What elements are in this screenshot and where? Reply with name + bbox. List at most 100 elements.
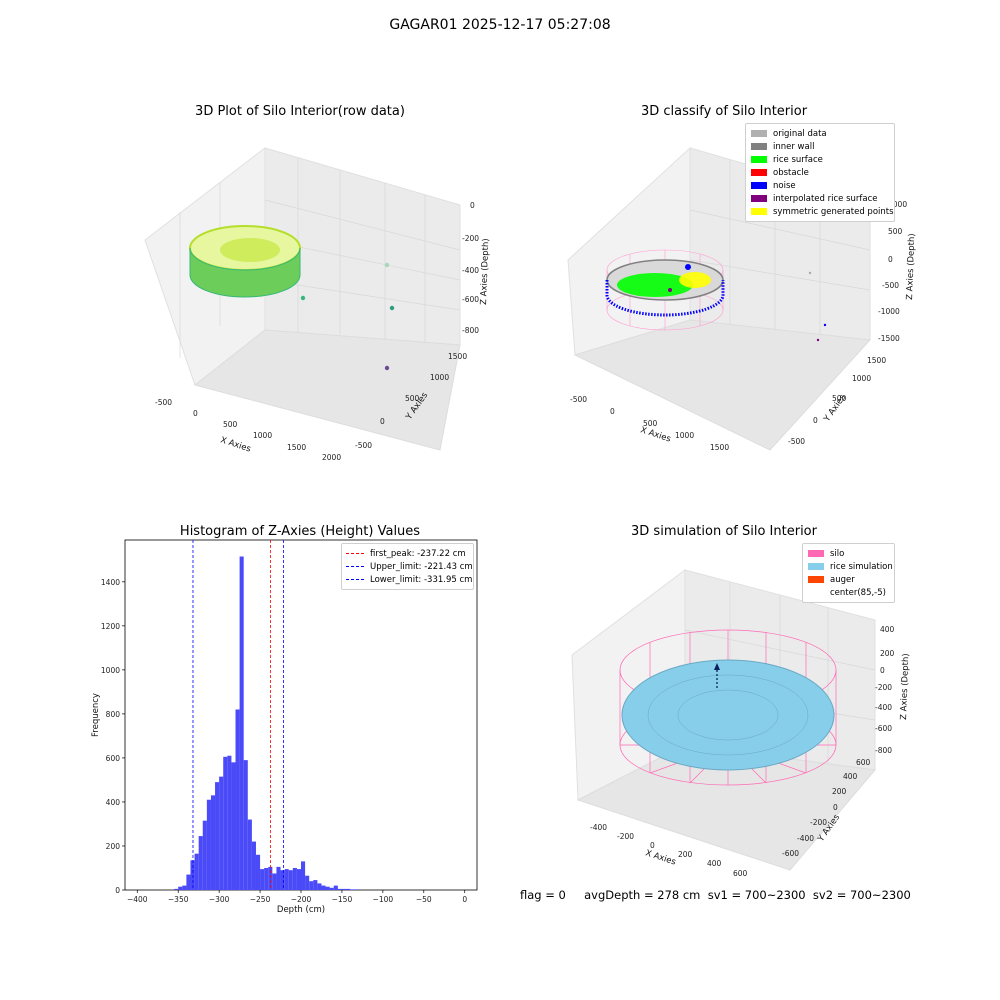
panel4-xtick: 400 — [707, 859, 722, 868]
histogram-bar — [215, 782, 220, 890]
panel4-legend: silo rice simulation auger center(85,-5) — [802, 543, 895, 603]
panel4-xlabel: X Axies — [644, 848, 677, 867]
histogram-bar — [346, 888, 351, 890]
legend-swatch — [751, 143, 767, 150]
histogram-bar — [219, 776, 224, 890]
legend-label: interpolated rice surface — [773, 193, 878, 204]
legend-item: Lower_limit: -331.95 cm — [346, 573, 472, 586]
panel2-legend: original data inner wall rice surface ob… — [745, 123, 895, 222]
histogram-ytick-label: 600 — [106, 754, 121, 763]
legend-label: inner wall — [773, 141, 815, 152]
histogram-bar — [292, 867, 297, 890]
histogram-legend: first_peak: -237.22 cm Upper_limit: -221… — [341, 543, 474, 590]
histogram-bar — [251, 841, 256, 890]
legend-label: silo — [830, 548, 845, 559]
legend-item: inner wall — [751, 140, 889, 153]
legend-label: Upper_limit: -221.43 cm — [370, 561, 473, 572]
panel2-rice-surface — [617, 273, 693, 297]
histogram-bar — [276, 866, 281, 890]
panel2-ytick: 0 — [813, 416, 818, 425]
histogram-bar — [255, 854, 261, 890]
legend-label: obstacle — [773, 167, 809, 178]
panel4-ytick: 0 — [833, 803, 838, 812]
panel1-xlabel: X Axies — [219, 435, 252, 454]
histogram-bar — [317, 883, 322, 890]
legend-item: noise — [751, 179, 889, 192]
histogram-ylabel: Frequency — [91, 693, 101, 737]
legend-label: rice simulation — [830, 561, 893, 572]
histogram-ytick-label: 1200 — [101, 622, 120, 631]
histogram-bar — [178, 886, 183, 890]
histogram-bar — [288, 870, 293, 890]
panel2-xtick: -500 — [570, 395, 587, 404]
panel4-ytick: -400 — [797, 834, 814, 843]
panel1-ztick: 0 — [470, 201, 475, 210]
histogram-bar — [354, 889, 359, 890]
panel1-title: 3D Plot of Silo Interior(row data) — [195, 104, 405, 119]
histogram-xtick-label: −100 — [373, 895, 394, 904]
histogram-bar — [206, 799, 211, 890]
panel1-outlier — [389, 305, 395, 311]
panel1-xtick: -500 — [155, 398, 172, 407]
histogram-bar — [284, 869, 289, 890]
legend-item: interpolated rice surface — [751, 192, 889, 205]
panel4-xtick: -400 — [590, 823, 607, 832]
panel2-ztick: 1000 — [888, 200, 907, 209]
panel2-symmetric-points — [679, 272, 711, 288]
histogram-bar — [305, 875, 310, 890]
panel1-zlabel: Z Axies (Depth) — [479, 238, 491, 305]
histogram-ytick-label: 400 — [106, 798, 121, 807]
histogram-bar — [321, 885, 326, 890]
legend-label: noise — [773, 180, 796, 191]
histogram-bar — [313, 880, 318, 890]
panel2-noise-ring — [605, 280, 725, 317]
legend-swatch — [751, 169, 767, 176]
panel1-pane-floor — [193, 329, 461, 451]
legend-label: symmetric generated points — [773, 206, 894, 217]
histogram-bar — [264, 867, 269, 890]
histogram-xtick-label: −200 — [291, 895, 312, 904]
histogram-bar — [243, 760, 248, 890]
panel1-ztick: -400 — [462, 266, 479, 275]
panel2-xlabel: X Axies — [639, 425, 672, 444]
panel4-ytick: -600 — [782, 849, 799, 858]
panel1-ytick: 0 — [380, 417, 385, 426]
panel1-point-cluster-wall — [189, 247, 301, 298]
histogram-bar — [260, 869, 265, 890]
panel4-xtick: -200 — [617, 832, 634, 841]
panel4-3d-plot: -400 -200 0 200 400 600 -600 -400 -200 0… — [571, 568, 910, 878]
legend-item: auger — [808, 573, 889, 586]
histogram-xlabel: Depth (cm) — [277, 905, 325, 915]
panel2-xtick: 1000 — [675, 431, 694, 440]
panel2-zlabel: Z Axies (Depth) — [905, 233, 917, 300]
panel4-title: 3D simulation of Silo Interior — [631, 524, 817, 539]
histogram-bar — [235, 709, 240, 890]
legend-swatch — [751, 208, 767, 215]
panel1-outlier — [384, 262, 390, 268]
panel4-ytick: 400 — [843, 772, 858, 781]
legend-swatch — [808, 576, 824, 583]
histogram-bar — [350, 889, 355, 890]
panel4-ztick: 200 — [880, 649, 895, 658]
legend-item: symmetric generated points — [751, 205, 894, 218]
panel4-rice-simulation — [621, 659, 835, 771]
legend-item: silo — [808, 547, 889, 560]
histogram-bar — [272, 873, 277, 890]
histogram-bar — [174, 888, 179, 890]
legend-label: rice surface — [773, 154, 823, 165]
panel1-xtick: 1000 — [253, 431, 272, 440]
histogram-bar — [227, 755, 232, 890]
histogram-frame — [124, 539, 478, 891]
panel4-ztick: -200 — [875, 683, 892, 692]
histogram-bar — [341, 888, 347, 890]
legend-line — [346, 553, 364, 554]
legend-item: rice surface — [751, 153, 889, 166]
panel4-xtick: 200 — [678, 850, 693, 859]
panel2-ztick: -500 — [882, 281, 899, 290]
histogram-xtick-label: −300 — [209, 895, 230, 904]
histogram-bar — [239, 556, 244, 890]
legend-label: center(85,-5) — [830, 587, 886, 598]
legend-swatch — [808, 589, 824, 596]
panel1-ztick: -800 — [462, 326, 479, 335]
legend-item: obstacle — [751, 166, 889, 179]
